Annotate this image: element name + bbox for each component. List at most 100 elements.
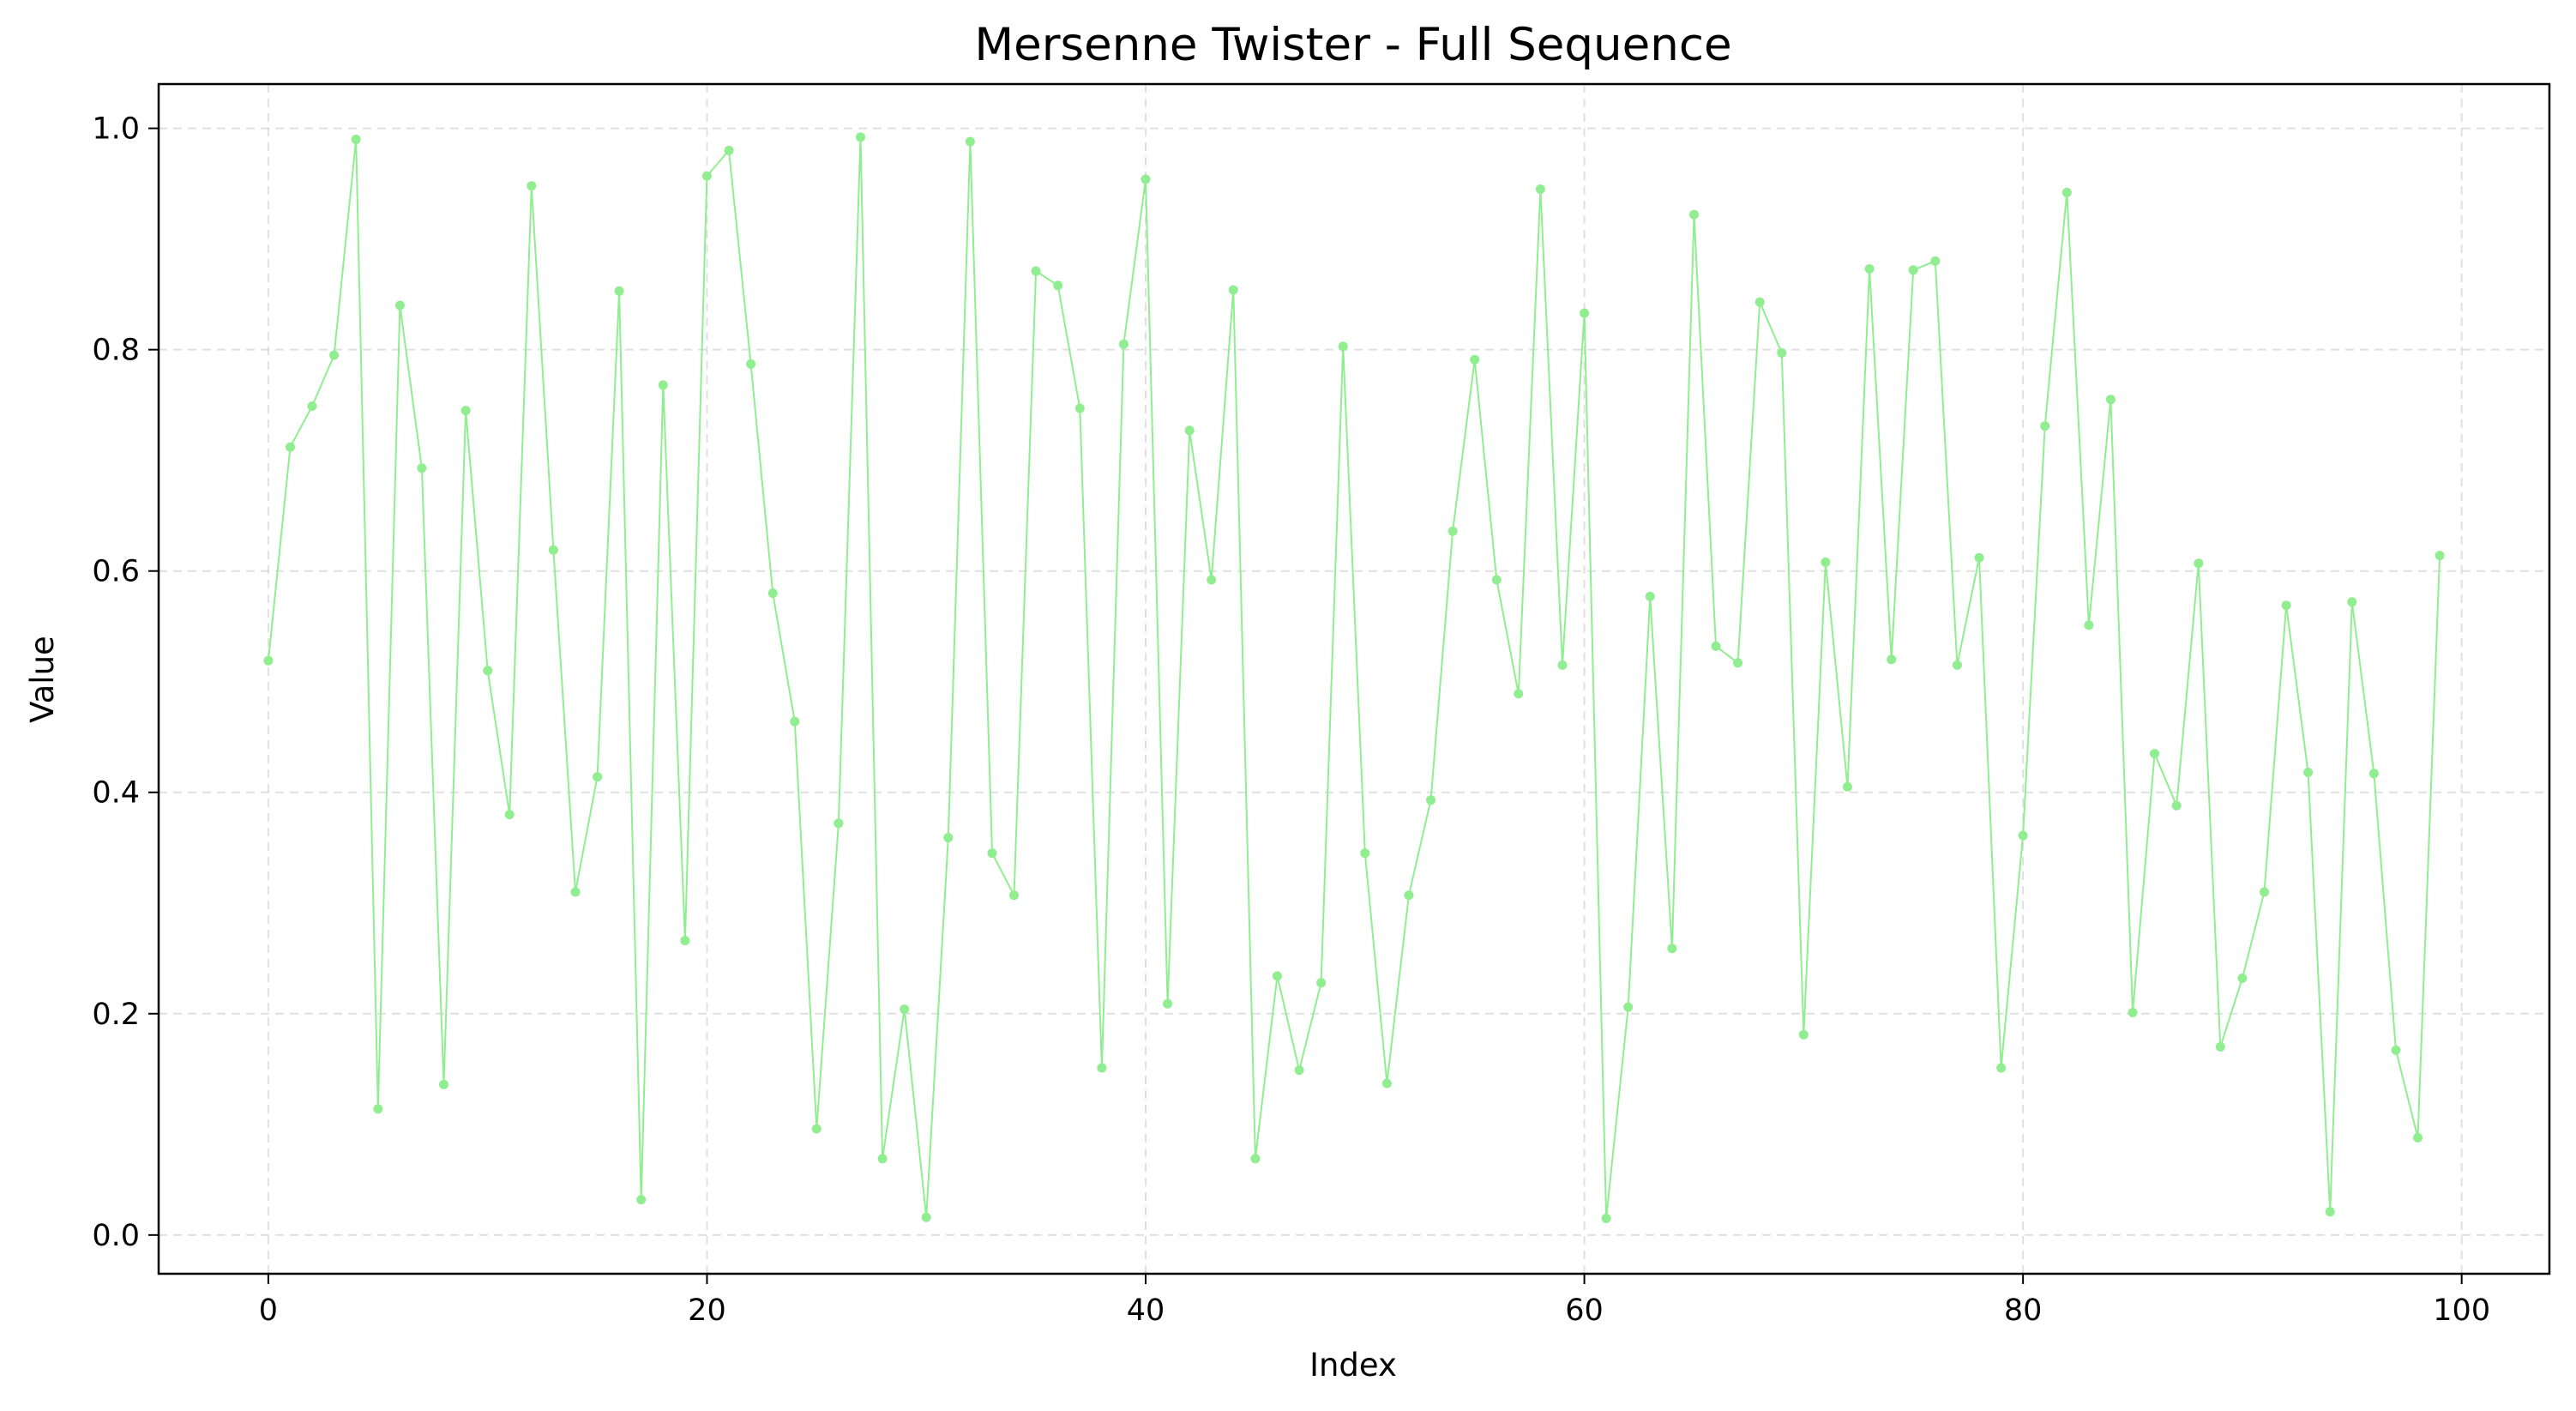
data-point — [1601, 1214, 1611, 1223]
data-point — [1097, 1063, 1107, 1073]
data-point — [1381, 1078, 1392, 1088]
data-point — [460, 406, 471, 416]
data-point — [2281, 600, 2291, 611]
data-point — [2413, 1132, 2423, 1143]
data-point — [286, 442, 295, 452]
chart-title: Mersenne Twister - Full Sequence — [974, 19, 1731, 71]
data-point — [1514, 689, 1524, 699]
data-point — [943, 833, 954, 843]
data-point — [746, 359, 756, 369]
data-point — [1031, 266, 1041, 276]
data-point — [877, 1154, 888, 1164]
data-point — [1887, 654, 1897, 665]
data-point — [1360, 848, 1370, 859]
data-point — [1754, 297, 1765, 307]
data-point — [1930, 256, 1941, 266]
data-point — [1250, 1154, 1261, 1164]
data-point — [2061, 187, 2072, 197]
data-point — [307, 401, 317, 411]
data-point — [1207, 575, 1217, 585]
data-point — [834, 818, 844, 829]
series-line — [267, 136, 2441, 1220]
data-point — [2368, 769, 2379, 779]
data-point — [1470, 354, 1480, 365]
data-point — [1273, 971, 1282, 981]
data-point — [1557, 660, 1568, 670]
data-point — [1491, 575, 1502, 585]
data-point — [1623, 1002, 1634, 1012]
data-point — [965, 136, 975, 147]
data-point — [1996, 1063, 2007, 1073]
x-tick-label: 80 — [2004, 1293, 2043, 1328]
data-point — [1843, 781, 1852, 792]
data-point — [636, 1195, 647, 1205]
data-point — [1163, 998, 1173, 1009]
data-point — [2128, 1008, 2138, 1017]
data-point — [548, 545, 558, 555]
data-point — [1777, 348, 1787, 358]
data-point — [2105, 395, 2116, 405]
data-point — [1821, 557, 1831, 567]
data-point — [1404, 890, 1414, 901]
data-point — [767, 588, 778, 598]
y-tick-label: 0.4 — [92, 776, 140, 811]
data-point — [2215, 1042, 2225, 1052]
data-point — [1338, 341, 1348, 352]
data-point — [1184, 425, 1195, 436]
data-point — [2194, 558, 2204, 569]
data-point — [680, 936, 690, 946]
data-point — [1864, 264, 1875, 274]
axis-ticks: 0 20 40 60 80 100 0.0 0.2 0.4 0.6 0.8 1.0 — [92, 112, 2490, 1328]
data-point — [351, 135, 361, 144]
data-point — [1952, 660, 1962, 670]
x-axis-label: Index — [1309, 1347, 1397, 1384]
grid-lines — [159, 84, 2549, 1274]
y-tick-label: 1.0 — [92, 112, 140, 147]
y-tick-label: 0.8 — [92, 334, 140, 368]
data-point — [329, 350, 340, 360]
data-point — [811, 1124, 822, 1134]
data-point — [1426, 795, 1435, 805]
data-point — [1974, 552, 1984, 563]
data-point — [593, 772, 603, 782]
data-point — [790, 716, 800, 727]
data-point — [417, 463, 427, 473]
data-point — [2435, 551, 2445, 561]
data-point — [2018, 830, 2028, 841]
x-tick-label: 60 — [1565, 1293, 1604, 1328]
data-point — [1535, 184, 1545, 195]
data-point — [1689, 209, 1699, 220]
x-tick-label: 40 — [1127, 1293, 1165, 1328]
data-point — [701, 171, 712, 181]
y-axis-label: Value — [24, 636, 61, 723]
data-point — [394, 300, 405, 311]
data-point — [373, 1104, 383, 1114]
data-point — [570, 887, 581, 897]
data-point — [1053, 280, 1063, 291]
data-point — [1447, 526, 1458, 536]
data-point — [2150, 749, 2160, 759]
data-point — [263, 655, 274, 666]
data-point — [1667, 944, 1677, 954]
data-point — [439, 1079, 448, 1089]
data-point — [2303, 768, 2314, 777]
data-point — [2084, 620, 2094, 630]
data-point — [658, 380, 668, 390]
data-point — [1141, 174, 1151, 184]
data-point — [1228, 285, 1238, 295]
data-point — [2171, 800, 2182, 811]
series-sequence — [263, 132, 2445, 1223]
plot-frame — [157, 82, 2551, 1275]
data-point — [2040, 421, 2050, 431]
data-point — [856, 132, 865, 142]
data-point — [2325, 1207, 2335, 1217]
data-point — [987, 848, 997, 859]
data-point — [527, 181, 537, 191]
x-tick-label: 0 — [259, 1293, 278, 1328]
data-point — [1798, 1029, 1809, 1040]
y-tick-label: 0.0 — [92, 1219, 140, 1253]
y-tick-label: 0.6 — [92, 555, 140, 589]
data-point — [1711, 641, 1721, 651]
data-point — [724, 145, 734, 155]
